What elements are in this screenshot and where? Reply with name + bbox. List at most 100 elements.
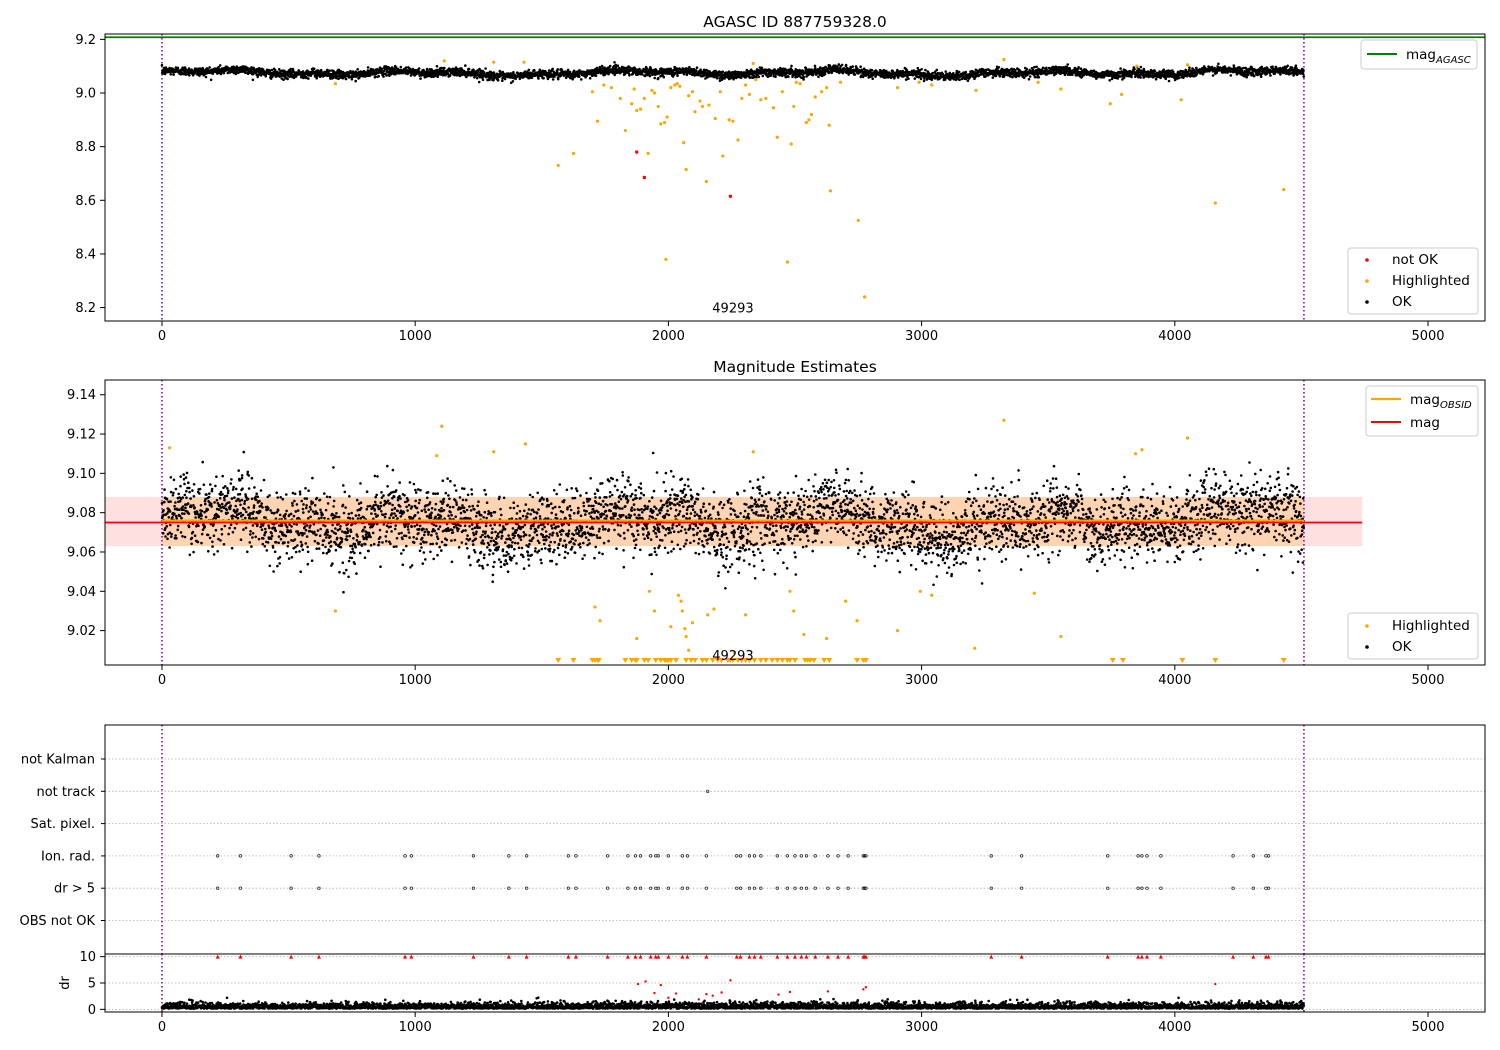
agasc-ok-point	[1025, 67, 1028, 71]
estimates-ok-point	[165, 497, 169, 501]
agasc-ok-point	[404, 66, 408, 69]
estimates-ok-point	[182, 473, 185, 476]
agasc-ok-point	[600, 64, 604, 68]
legend-highlighted-marker	[1365, 279, 1369, 283]
agasc-ok-point	[588, 77, 592, 80]
estimates-ok-point	[212, 534, 216, 537]
estimates-ok-point	[228, 501, 231, 504]
agasc-ok-point	[757, 75, 761, 79]
agasc-ok-point	[556, 71, 559, 74]
estimates-ok-point	[174, 487, 178, 491]
agasc-ok-point	[551, 78, 555, 81]
estimates-ok-point	[181, 505, 185, 508]
estimates-ok-point	[179, 531, 183, 534]
agasc-ok-point	[366, 66, 370, 69]
estimates-ok-point	[201, 460, 204, 464]
agasc-ok-point	[399, 65, 403, 69]
agasc-highlighted-point	[727, 118, 731, 122]
agasc-highlighted-point	[744, 83, 748, 87]
agasc-highlighted-point	[736, 138, 740, 142]
estimates-panel: Magnitude Estimates 49293 0 1000 2000 3000 4…	[67, 358, 1486, 688]
estimates-ok-point	[174, 534, 177, 537]
agasc-ok-point	[948, 71, 951, 75]
estimates-ok-point	[233, 526, 237, 530]
agasc-highlighted-point	[804, 120, 808, 125]
agasc-ok-point	[599, 66, 602, 69]
estimates-ok-point	[227, 489, 230, 492]
agasc-ok-point	[840, 63, 844, 67]
agasc-ok-point	[795, 75, 799, 78]
agasc-ok-point	[568, 70, 572, 74]
estimates-ok-point	[244, 526, 248, 530]
agasc-ok-point	[694, 69, 698, 72]
estimates-ok-point	[163, 500, 166, 504]
agasc-highlighted-point	[813, 95, 817, 99]
estimates-ok-point	[188, 553, 192, 557]
agasc-highlighted-point	[807, 118, 811, 122]
estimates-ok-point	[204, 502, 207, 506]
agasc-ok-point	[1188, 66, 1191, 69]
agasc-highlighted-point	[895, 86, 900, 90]
estimates-ok-point	[229, 523, 233, 527]
agasc-ok-point	[1130, 75, 1133, 79]
agasc-ok-point	[234, 72, 238, 76]
agasc-ok-point	[312, 67, 316, 71]
agasc-ok-point	[1302, 68, 1305, 72]
estimates-ok-point	[181, 535, 184, 538]
agasc-ok-point	[851, 65, 854, 68]
agasc-ok-point	[537, 77, 540, 80]
agasc-ok-point	[958, 78, 961, 82]
agasc-ok-point	[1077, 66, 1080, 69]
agasc-ok-point	[337, 77, 340, 81]
estimates-ok-point	[168, 546, 171, 549]
agasc-ok-point	[542, 76, 545, 80]
estimates-ok-point	[182, 508, 185, 511]
estimates-ok-point	[210, 487, 214, 491]
agasc-ok-point	[1139, 65, 1143, 69]
agasc-highlighted-point	[785, 260, 790, 264]
y-tick-label: 8.6	[75, 194, 96, 209]
agasc-ok-point	[1195, 73, 1199, 76]
agasc-plot-area: 49293	[105, 34, 1485, 321]
estimates-ok-point	[188, 486, 191, 490]
agasc-highlighted-point	[707, 103, 711, 107]
estimates-ok-point	[178, 499, 182, 503]
agasc-highlighted-point	[693, 110, 697, 114]
agasc-ok-point	[559, 74, 563, 78]
agasc-ok-point	[688, 65, 691, 69]
agasc-ok-point	[685, 73, 689, 77]
estimates-ok-point	[242, 528, 245, 531]
x-tick-label: 2000	[652, 329, 685, 344]
agasc-not-ok-point	[635, 150, 639, 154]
legend-not-ok-label: not OK	[1392, 252, 1439, 268]
agasc-ok-point	[943, 78, 947, 81]
agasc-highlighted-point	[662, 120, 667, 125]
estimates-ok-point	[165, 525, 169, 528]
agasc-ok-point	[184, 67, 187, 70]
agasc-highlighted-point	[792, 104, 796, 109]
agasc-highlighted-point	[632, 87, 636, 91]
agasc-ok-point	[815, 72, 819, 75]
estimates-ok-point	[215, 475, 218, 478]
estimates-ok-point	[224, 485, 227, 488]
agasc-ok-point	[1027, 78, 1031, 81]
agasc-ok-point	[758, 66, 762, 69]
agasc-ok-point	[377, 74, 381, 78]
estimates-ok-point	[219, 490, 223, 494]
agasc-ok-point	[733, 76, 736, 80]
agasc-highlighted-point	[731, 119, 735, 123]
estimates-ok-point	[185, 471, 189, 475]
agasc-ok-point	[1154, 77, 1158, 81]
agasc-ok-point	[244, 71, 247, 75]
estimates-ok-point	[226, 491, 230, 495]
agasc-highlighted-point	[721, 154, 725, 158]
agasc-ok-point	[594, 74, 598, 77]
agasc-ok-point	[944, 70, 947, 73]
agasc-highlighted-point	[856, 218, 860, 223]
agasc-ok-point	[871, 77, 874, 80]
agasc-ok-point	[935, 68, 939, 72]
agasc-ok-point	[927, 72, 931, 76]
estimates-ok-point	[240, 498, 243, 502]
agasc-highlighted-point	[681, 141, 686, 145]
agasc-highlighted-point	[675, 82, 679, 86]
